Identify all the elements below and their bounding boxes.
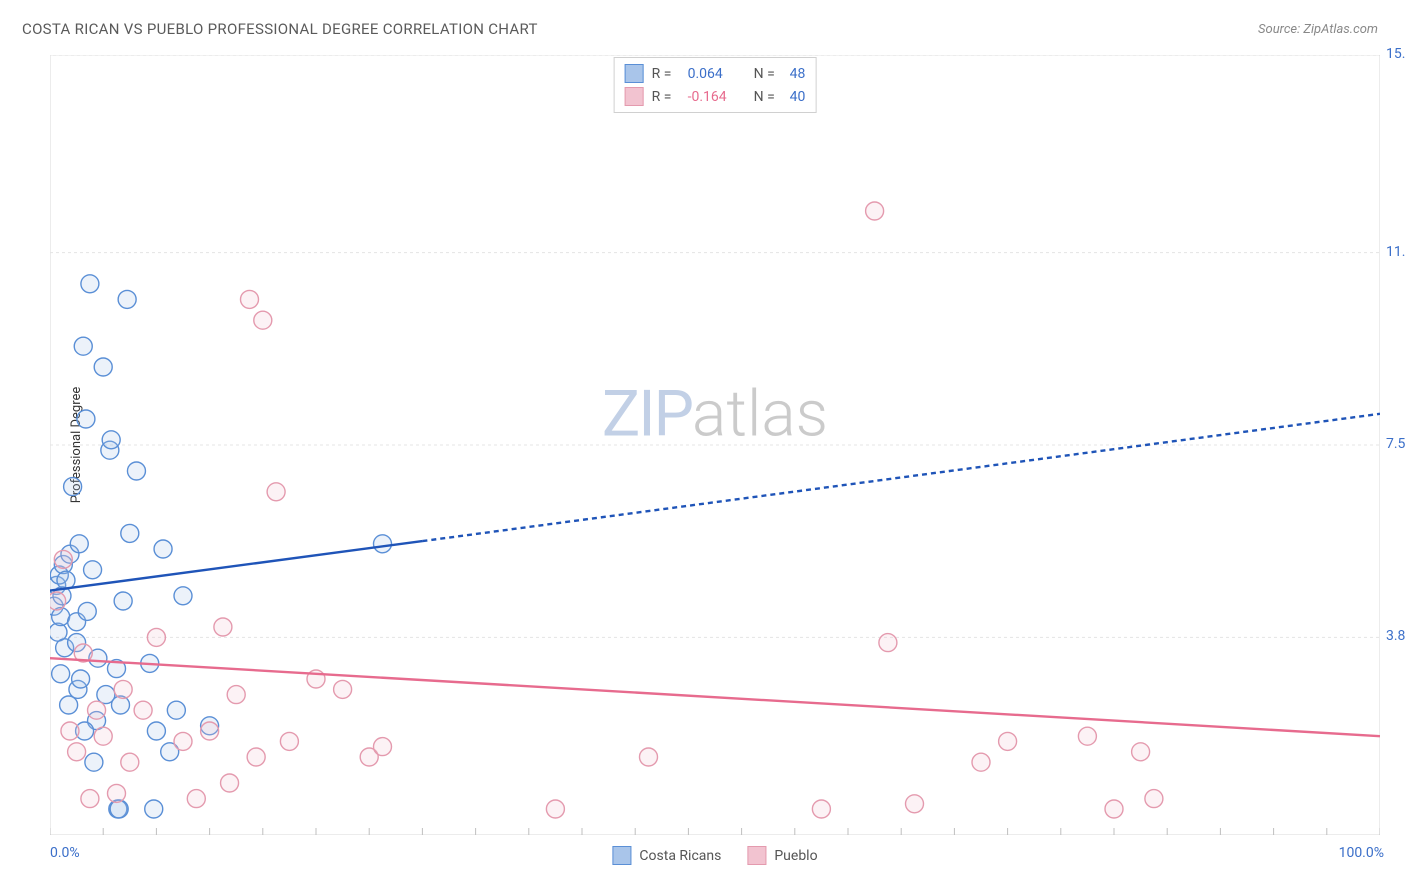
r-label: R =	[652, 66, 680, 82]
n-value: 40	[790, 89, 806, 105]
scatter-chart-svg	[50, 55, 1380, 835]
series-swatch	[612, 846, 631, 865]
y-tick-label: 7.5%	[1386, 436, 1406, 452]
r-value: 0.064	[688, 66, 746, 82]
y-tick-label: 11.2%	[1386, 244, 1406, 260]
n-value: 48	[790, 66, 806, 82]
series-legend-label: Pueblo	[774, 848, 817, 864]
y-tick-label: 15.0%	[1386, 46, 1406, 62]
correlation-legend-row: R = 0.064 N = 48	[625, 62, 806, 85]
series-swatch	[625, 64, 644, 83]
y-tick-label: 3.8%	[1386, 628, 1406, 644]
correlation-legend-row: R = -0.164 N = 40	[625, 85, 806, 108]
n-label: N =	[754, 66, 782, 82]
chart-title: COSTA RICAN VS PUEBLO PROFESSIONAL DEGRE…	[22, 20, 538, 38]
correlation-legend: R = 0.064 N = 48 R = -0.164 N = 40	[614, 57, 817, 113]
series-swatch	[625, 87, 644, 106]
series-swatch	[747, 846, 766, 865]
r-value: -0.164	[688, 89, 746, 105]
series-legend-label: Costa Ricans	[639, 848, 721, 864]
x-tick-label: 100.0%	[1339, 845, 1384, 861]
chart-area: Professional Degree ZIPatlas R =0.064N =…	[50, 55, 1380, 835]
source-attribution: Source: ZipAtlas.com	[1258, 22, 1378, 37]
r-label: R =	[652, 89, 680, 105]
x-tick-label: 0.0%	[50, 845, 80, 861]
series-legend-item: Costa Ricans	[612, 846, 721, 865]
n-label: N =	[754, 89, 782, 105]
series-legend-item: Pueblo	[747, 846, 817, 865]
series-legend: Costa Ricans Pueblo	[612, 846, 817, 865]
